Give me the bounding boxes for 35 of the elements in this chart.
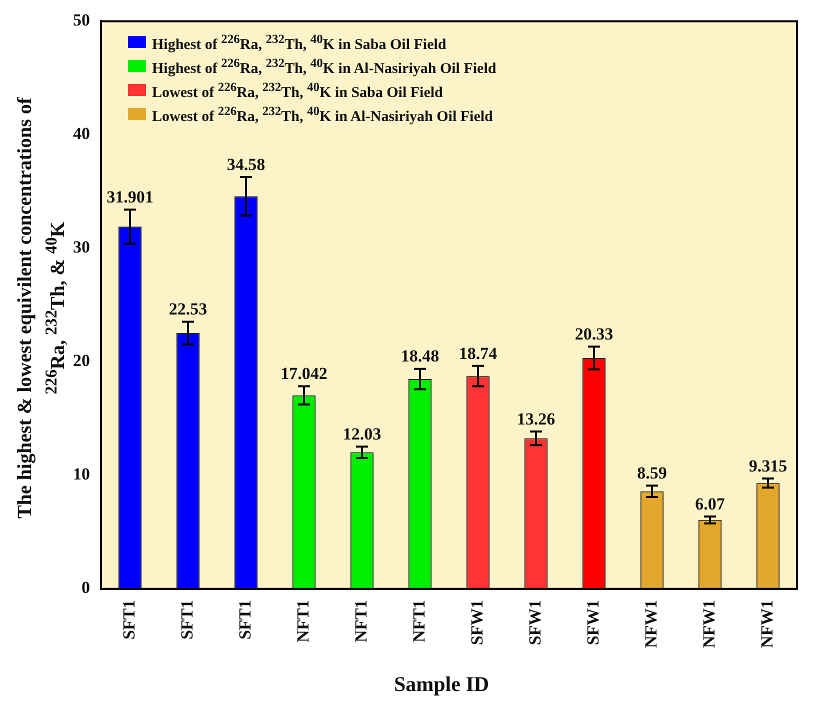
legend-label: Lowest of $^{226}$Ra, $^{232}$Th, $^{40}$K in Saba Oil Field: [152, 79, 443, 102]
x-tick-label: NFT1: [409, 600, 428, 642]
data-label: 9.315: [748, 456, 788, 476]
x-tick-label: NFT1: [351, 600, 370, 642]
y-tick-label: 20: [73, 351, 90, 370]
data-label: 13.26: [516, 409, 556, 428]
x-tick-label: SFW1: [525, 600, 544, 646]
x-tick-label: NFT1: [293, 600, 312, 642]
data-label: 12.03: [342, 424, 382, 444]
x-tick-label: NFW1: [699, 600, 718, 648]
y-tick-label: 30: [73, 238, 90, 257]
data-label: 18.48: [400, 346, 440, 366]
data-label: 20.33: [574, 324, 614, 344]
data-label: 18.74: [458, 344, 498, 363]
data-label: 34.58: [226, 154, 266, 174]
y-tick-label: 50: [73, 10, 90, 30]
x-tick-label: SFW1: [583, 600, 602, 646]
x-tick-label: SFT1: [177, 600, 196, 640]
x-tick-label: SFW1: [467, 600, 486, 646]
y-tick-label: 40: [73, 124, 90, 144]
legend-label: Lowest of $^{226}$Ra, $^{232}$Th, $^{40}$K in Al-Nasiriyah Oil Field: [152, 103, 493, 126]
data-label: 8.59: [637, 464, 667, 483]
x-tick-label: NFW1: [757, 600, 776, 648]
data-label: 6.07: [695, 494, 726, 514]
legend-label: Highest of $^{226}$Ra, $^{232}$Th, $^{40}$K in Al-Nasiriyah Oil Field: [152, 55, 496, 78]
y-tick-label: 0: [82, 578, 90, 598]
y-tick-label: 10: [73, 464, 90, 484]
data-label: 17.042: [280, 364, 328, 384]
x-tick-label: SFT1: [235, 600, 254, 640]
legend-label: Highest of $^{226}$Ra, $^{232}$Th, $^{40}$K in Saba Oil Field: [152, 31, 446, 54]
data-label: 22.53: [168, 300, 208, 319]
data-label: 31.901: [106, 188, 154, 207]
x-axis-title: Sample ID: [392, 672, 490, 697]
x-tick-label: NFW1: [641, 600, 660, 648]
x-tick-label: SFT1: [119, 600, 138, 640]
